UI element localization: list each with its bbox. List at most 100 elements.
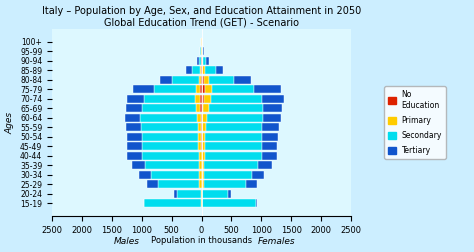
Bar xyxy=(144,199,145,207)
Bar xyxy=(125,114,140,122)
Bar xyxy=(203,57,206,65)
Bar xyxy=(201,95,204,103)
Y-axis label: Ages: Ages xyxy=(6,112,15,134)
Bar xyxy=(201,104,203,112)
Text: Females: Females xyxy=(257,237,295,246)
Bar xyxy=(199,161,201,169)
Bar xyxy=(201,66,202,74)
Bar xyxy=(199,57,201,65)
Bar xyxy=(127,133,142,141)
Bar xyxy=(196,85,201,93)
Bar xyxy=(252,171,264,179)
Bar xyxy=(204,76,209,84)
Bar xyxy=(201,161,204,169)
X-axis label: Population in thousands: Population in thousands xyxy=(151,236,252,245)
Bar xyxy=(200,95,201,103)
Bar xyxy=(197,57,199,65)
Bar xyxy=(262,152,277,160)
Bar xyxy=(206,57,210,65)
Bar xyxy=(262,133,278,141)
Bar xyxy=(206,123,263,131)
Bar xyxy=(185,66,191,74)
Bar xyxy=(126,104,142,112)
Bar xyxy=(234,76,251,84)
Bar xyxy=(264,114,282,122)
Bar xyxy=(205,66,216,74)
Bar xyxy=(205,85,212,93)
Bar xyxy=(128,142,142,150)
Bar xyxy=(142,133,198,141)
Bar xyxy=(140,114,197,122)
Bar xyxy=(126,123,141,131)
Bar xyxy=(255,199,256,207)
Bar xyxy=(202,133,205,141)
Bar xyxy=(201,85,205,93)
Bar xyxy=(195,95,200,103)
Bar xyxy=(157,180,200,188)
Bar xyxy=(172,76,199,84)
Bar xyxy=(263,123,279,131)
Bar xyxy=(199,76,201,84)
Bar xyxy=(202,199,255,207)
Bar xyxy=(201,171,204,179)
Bar xyxy=(200,180,201,188)
Bar xyxy=(201,142,205,150)
Bar xyxy=(173,190,177,198)
Bar xyxy=(198,133,201,141)
Bar xyxy=(211,95,262,103)
Bar xyxy=(142,142,199,150)
Bar xyxy=(203,104,209,112)
Bar xyxy=(216,66,223,74)
Bar xyxy=(205,142,262,150)
Bar xyxy=(199,171,201,179)
Bar xyxy=(198,123,201,131)
Bar xyxy=(145,95,195,103)
Bar xyxy=(246,180,257,188)
Bar xyxy=(151,171,199,179)
Bar xyxy=(212,85,254,93)
Bar xyxy=(207,114,264,122)
Bar xyxy=(141,123,198,131)
Bar xyxy=(199,152,201,160)
Legend: No
Education, Primary, Secondary, Tertiary: No Education, Primary, Secondary, Tertia… xyxy=(384,86,446,159)
Bar xyxy=(205,152,262,160)
Bar xyxy=(142,104,196,112)
Bar xyxy=(139,171,151,179)
Bar xyxy=(199,142,201,150)
Bar xyxy=(202,123,206,131)
Bar xyxy=(201,76,204,84)
Bar xyxy=(209,104,263,112)
Bar xyxy=(145,161,199,169)
Bar xyxy=(263,104,283,112)
Title: Italy – Population by Age, Sex, and Education Attainment in 2050
Global Educatio: Italy – Population by Age, Sex, and Educ… xyxy=(42,6,361,27)
Bar xyxy=(133,85,155,93)
Bar xyxy=(155,85,196,93)
Bar xyxy=(209,76,234,84)
Bar xyxy=(201,123,202,131)
Bar xyxy=(262,142,277,150)
Bar xyxy=(202,190,228,198)
Bar xyxy=(142,152,199,160)
Bar xyxy=(177,190,201,198)
Bar xyxy=(145,199,201,207)
Bar xyxy=(147,180,157,188)
Bar xyxy=(203,47,204,55)
Bar xyxy=(201,152,205,160)
Bar xyxy=(201,114,202,122)
Bar xyxy=(262,95,284,103)
Bar xyxy=(160,76,172,84)
Bar xyxy=(204,95,211,103)
Bar xyxy=(127,95,145,103)
Bar xyxy=(202,66,205,74)
Bar xyxy=(202,114,207,122)
Bar xyxy=(228,190,231,198)
Bar xyxy=(202,47,203,55)
Bar xyxy=(254,85,281,93)
Bar xyxy=(205,133,262,141)
Bar xyxy=(201,190,202,198)
Bar xyxy=(258,161,272,169)
Bar xyxy=(202,57,203,65)
Bar xyxy=(201,180,204,188)
Bar xyxy=(191,66,201,74)
Bar xyxy=(196,104,201,112)
